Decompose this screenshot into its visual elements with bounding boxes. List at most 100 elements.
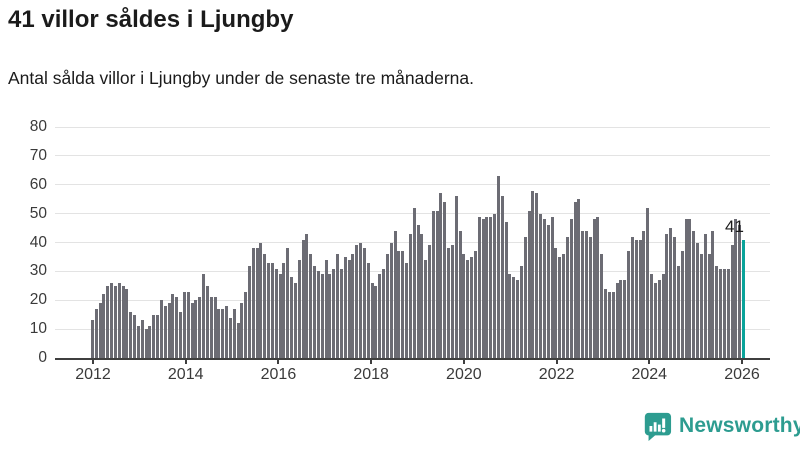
bar: [366, 262, 370, 358]
newsworthy-bar-chart-bubble-icon: [642, 411, 672, 441]
bar: [102, 294, 106, 358]
bar: [443, 202, 447, 358]
bar: [466, 259, 470, 358]
bar: [477, 216, 481, 358]
x-axis-tick: [741, 358, 743, 364]
bar: [485, 216, 489, 358]
bar: [722, 268, 726, 358]
x-axis-tick: [92, 358, 94, 364]
bar: [408, 233, 412, 358]
gridline: [55, 155, 770, 157]
y-axis-label: 10: [29, 320, 47, 338]
x-axis-label: 2012: [75, 366, 111, 383]
bar: [389, 242, 393, 358]
bar: [370, 282, 374, 358]
y-axis-label: 50: [29, 204, 47, 222]
bar: [305, 233, 309, 358]
x-axis-tick: [462, 358, 465, 364]
gridline: [55, 242, 770, 243]
bar: [592, 219, 596, 358]
bar: [439, 193, 443, 358]
bar: [558, 256, 562, 358]
bar: [569, 219, 573, 358]
bar: [198, 297, 202, 358]
y-axis-label: 20: [29, 291, 47, 309]
bar: [546, 225, 550, 358]
bar-series: [91, 127, 746, 358]
x-axis-label: 2016: [260, 366, 297, 383]
x-axis-tick: [184, 358, 187, 364]
bar: [653, 282, 657, 358]
y-axis-label: 0: [38, 349, 47, 366]
bar: [213, 297, 217, 358]
bar: [167, 303, 171, 358]
bar: [692, 230, 696, 358]
bar: [523, 236, 527, 358]
bar: [248, 265, 251, 358]
bar: [163, 306, 167, 358]
bar: [462, 254, 466, 358]
bar: [424, 259, 428, 358]
gridline: [55, 328, 770, 330]
bar: [278, 274, 282, 358]
bar: [703, 233, 707, 358]
bar: [117, 282, 121, 358]
bar: [301, 239, 305, 358]
bar: [225, 306, 229, 358]
bar: [627, 251, 631, 358]
x-axis-label: 2022: [538, 366, 575, 383]
bar: [550, 216, 554, 358]
bar: [420, 233, 424, 358]
bar: [596, 216, 600, 358]
bar: [638, 239, 642, 358]
bar: [496, 176, 500, 358]
bar: [531, 190, 535, 358]
bar: [339, 268, 343, 358]
bar: [270, 262, 274, 358]
bar: [642, 230, 646, 358]
bar: [450, 245, 454, 358]
bar: [209, 297, 213, 358]
bar: [573, 202, 577, 358]
y-axis-label: 80: [29, 118, 47, 135]
bar: [623, 280, 627, 358]
bar: [332, 268, 336, 358]
x-axis-tick: [277, 358, 280, 364]
bar: [516, 280, 520, 358]
x-axis-tick: [648, 358, 651, 364]
bar: [259, 242, 263, 358]
bar: [313, 265, 317, 358]
bar: [458, 230, 462, 358]
bar: [473, 251, 477, 358]
bar: [251, 248, 255, 358]
newsworthy-logo-text: Newsworthy: [679, 414, 800, 437]
bar: [290, 277, 294, 358]
bar: [431, 210, 435, 358]
bar: [397, 251, 401, 358]
bar: [228, 317, 232, 358]
bar: [454, 196, 458, 358]
bar: [125, 288, 129, 358]
bar: [619, 280, 623, 358]
bar: [711, 230, 715, 358]
bar: [343, 256, 347, 358]
bar: [144, 329, 148, 358]
bar: [600, 254, 604, 358]
x-axis-label: 2024: [631, 366, 668, 383]
bar: [121, 285, 125, 358]
bar: [470, 256, 474, 358]
bar: [707, 254, 711, 358]
bar: [565, 236, 569, 358]
bar: [539, 213, 543, 358]
bar: [696, 242, 700, 358]
bar: [320, 274, 324, 358]
chart-title: 41 villor såldes i Ljungby: [8, 6, 294, 33]
bar: [91, 320, 94, 358]
last-value-annotation: 41: [725, 216, 744, 236]
x-axis-label: 2014: [167, 366, 204, 383]
bar: [535, 193, 539, 358]
bar: [182, 291, 186, 358]
bar: [194, 300, 198, 358]
bar: [542, 219, 546, 358]
bar: [382, 268, 386, 358]
